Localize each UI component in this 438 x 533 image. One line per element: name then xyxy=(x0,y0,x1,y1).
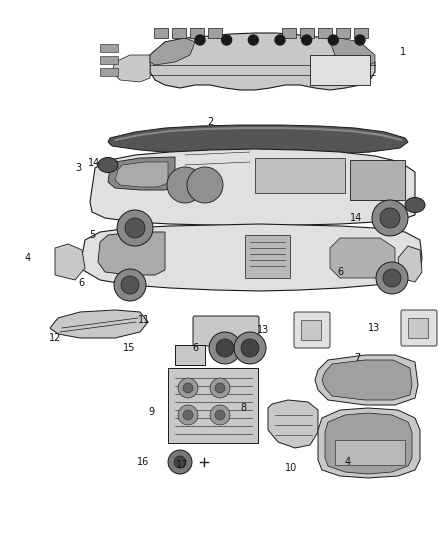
Text: 9: 9 xyxy=(148,407,154,417)
Text: 8: 8 xyxy=(240,403,246,413)
Circle shape xyxy=(328,35,338,45)
Polygon shape xyxy=(50,310,148,338)
Polygon shape xyxy=(108,125,408,156)
FancyBboxPatch shape xyxy=(301,320,321,340)
Text: 17: 17 xyxy=(176,460,188,470)
Circle shape xyxy=(241,339,259,357)
FancyBboxPatch shape xyxy=(310,55,370,85)
Circle shape xyxy=(187,167,223,203)
Polygon shape xyxy=(112,55,150,82)
Circle shape xyxy=(183,383,193,393)
FancyBboxPatch shape xyxy=(336,28,350,38)
Circle shape xyxy=(234,332,266,364)
Polygon shape xyxy=(268,400,318,448)
Circle shape xyxy=(117,210,153,246)
Polygon shape xyxy=(108,157,175,190)
Circle shape xyxy=(222,35,232,45)
Circle shape xyxy=(178,405,198,425)
Text: 2: 2 xyxy=(207,117,213,127)
Circle shape xyxy=(167,167,203,203)
FancyBboxPatch shape xyxy=(300,28,314,38)
Polygon shape xyxy=(115,127,402,141)
Polygon shape xyxy=(330,238,395,278)
Circle shape xyxy=(183,410,193,420)
Text: 6: 6 xyxy=(192,343,198,353)
Text: 6: 6 xyxy=(337,267,343,277)
Circle shape xyxy=(215,383,225,393)
FancyBboxPatch shape xyxy=(318,28,332,38)
Polygon shape xyxy=(318,408,420,478)
Polygon shape xyxy=(245,235,290,278)
Circle shape xyxy=(121,276,139,294)
Polygon shape xyxy=(150,38,195,65)
Circle shape xyxy=(168,450,192,474)
Polygon shape xyxy=(55,244,85,280)
Circle shape xyxy=(275,35,285,45)
Circle shape xyxy=(215,410,225,420)
Polygon shape xyxy=(98,232,165,275)
Circle shape xyxy=(302,35,312,45)
FancyBboxPatch shape xyxy=(172,28,186,38)
Text: 14: 14 xyxy=(88,158,100,168)
Polygon shape xyxy=(150,33,375,90)
Polygon shape xyxy=(82,224,422,291)
Text: 13: 13 xyxy=(257,325,269,335)
Text: 16: 16 xyxy=(137,457,149,467)
FancyBboxPatch shape xyxy=(294,312,330,348)
Ellipse shape xyxy=(405,198,425,213)
FancyBboxPatch shape xyxy=(168,368,258,443)
Text: 6: 6 xyxy=(78,278,84,288)
Circle shape xyxy=(210,405,230,425)
Circle shape xyxy=(216,339,234,357)
Polygon shape xyxy=(115,162,168,187)
Circle shape xyxy=(380,208,400,228)
Polygon shape xyxy=(325,413,412,474)
Circle shape xyxy=(174,456,186,468)
Polygon shape xyxy=(398,246,422,282)
Text: 5: 5 xyxy=(89,230,95,240)
Circle shape xyxy=(355,35,365,45)
FancyBboxPatch shape xyxy=(354,28,368,38)
FancyBboxPatch shape xyxy=(255,158,345,193)
Text: 4: 4 xyxy=(25,253,31,263)
Circle shape xyxy=(178,378,198,398)
Polygon shape xyxy=(90,149,415,226)
Text: 11: 11 xyxy=(138,315,150,325)
FancyBboxPatch shape xyxy=(100,56,118,64)
Text: 14: 14 xyxy=(350,213,362,223)
Polygon shape xyxy=(322,360,412,400)
Circle shape xyxy=(114,269,146,301)
FancyBboxPatch shape xyxy=(208,28,222,38)
FancyBboxPatch shape xyxy=(401,310,437,346)
FancyBboxPatch shape xyxy=(350,160,405,200)
Text: 4: 4 xyxy=(345,457,351,467)
FancyBboxPatch shape xyxy=(100,44,118,52)
Circle shape xyxy=(210,378,230,398)
Polygon shape xyxy=(330,38,375,65)
FancyBboxPatch shape xyxy=(175,345,205,365)
Circle shape xyxy=(209,332,241,364)
Text: 15: 15 xyxy=(123,343,135,353)
FancyBboxPatch shape xyxy=(193,316,259,346)
Circle shape xyxy=(372,200,408,236)
Text: 1: 1 xyxy=(400,47,406,57)
Circle shape xyxy=(195,35,205,45)
Circle shape xyxy=(383,269,401,287)
FancyBboxPatch shape xyxy=(282,28,296,38)
FancyBboxPatch shape xyxy=(408,318,428,338)
Polygon shape xyxy=(315,355,418,405)
Ellipse shape xyxy=(98,157,118,173)
Circle shape xyxy=(125,218,145,238)
FancyBboxPatch shape xyxy=(154,28,168,38)
FancyBboxPatch shape xyxy=(335,440,405,465)
Text: 7: 7 xyxy=(354,353,360,363)
Text: 10: 10 xyxy=(285,463,297,473)
Text: 13: 13 xyxy=(368,323,380,333)
FancyBboxPatch shape xyxy=(190,28,204,38)
Circle shape xyxy=(248,35,258,45)
Text: 12: 12 xyxy=(49,333,61,343)
Text: 3: 3 xyxy=(75,163,81,173)
FancyBboxPatch shape xyxy=(100,68,118,76)
Circle shape xyxy=(376,262,408,294)
